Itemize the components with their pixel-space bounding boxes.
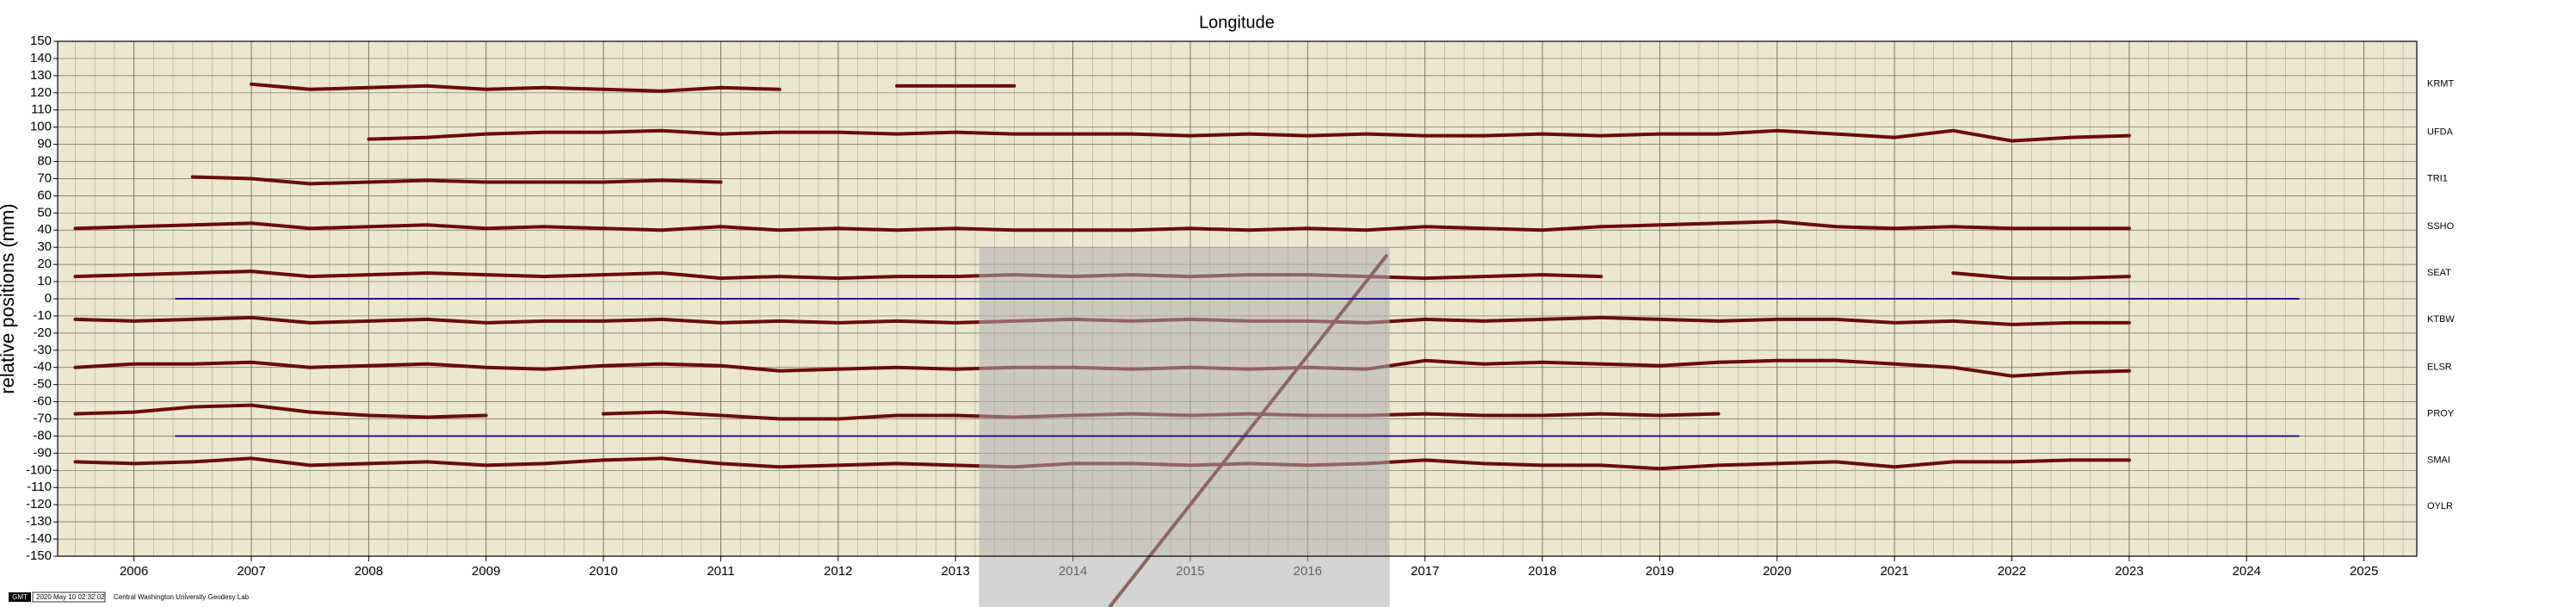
y-tick-label: 70 <box>37 170 52 185</box>
footer-credit: Central Washington University Geodesy La… <box>114 593 250 601</box>
y-tick-label: -80 <box>33 428 52 443</box>
shaded-region <box>979 247 1390 607</box>
y-tick-label: -140 <box>26 531 52 546</box>
x-tick-label: 2017 <box>1411 564 1439 579</box>
station-label: ELSR <box>2427 362 2452 373</box>
y-tick-label: 150 <box>30 34 52 48</box>
station-label: SEAT <box>2427 268 2451 278</box>
x-tick-label: 2008 <box>355 564 383 579</box>
x-tick-label: 2022 <box>1998 564 2026 579</box>
y-tick-label: 90 <box>37 137 52 152</box>
plot-frame <box>57 40 2418 557</box>
station-label: SMAI <box>2427 455 2450 465</box>
y-tick-label: 110 <box>31 102 52 117</box>
station-label: PROY <box>2427 408 2455 418</box>
x-tick-label: 2010 <box>589 564 617 579</box>
y-tick-label: -110 <box>27 480 52 494</box>
x-tick-label: 2007 <box>237 564 265 579</box>
y-tick-label: -130 <box>26 514 52 529</box>
x-tick-label: 2012 <box>824 564 852 579</box>
y-tick-label: -60 <box>33 394 52 409</box>
y-tick-label: 40 <box>37 222 52 237</box>
chart-title: Longitude <box>1199 13 1275 32</box>
y-axis-label: relative positions (mm) <box>0 203 18 393</box>
x-tick-label: 2024 <box>2233 564 2261 579</box>
y-tick-label: 20 <box>37 257 52 271</box>
x-tick-label: 2011 <box>707 564 734 579</box>
x-tick-label: 2018 <box>1528 564 1556 579</box>
x-tick-label: 2013 <box>942 564 970 579</box>
y-tick-label: 100 <box>30 120 52 134</box>
y-tick-label: 120 <box>30 85 52 100</box>
y-tick-label: 80 <box>37 154 52 169</box>
series-line <box>367 128 2131 143</box>
y-tick-label: -30 <box>33 343 52 357</box>
footer-timestamp: 2020 May 10 02:32:02 <box>36 593 105 601</box>
y-tick-label: 0 <box>45 291 52 306</box>
station-label: KRMT <box>2427 79 2454 90</box>
y-tick-label: -10 <box>33 308 52 323</box>
x-tick-label: 2006 <box>120 564 148 579</box>
x-tick-label: 2019 <box>1646 564 1674 579</box>
footer-time-box <box>32 592 106 603</box>
station-label: SSHO <box>2427 221 2455 232</box>
footer-badge: GMT <box>12 593 28 601</box>
footer-badge-box <box>9 592 31 602</box>
station-label: UFDA <box>2427 127 2454 138</box>
y-tick-label: -20 <box>33 325 52 340</box>
y-tick-label: -120 <box>26 497 52 511</box>
x-tick-label: 2021 <box>1880 564 1908 579</box>
y-tick-label: -90 <box>33 445 52 460</box>
x-tick-label: 2023 <box>2115 564 2143 579</box>
y-tick-label: -50 <box>33 377 52 392</box>
y-tick-label: -100 <box>26 462 52 477</box>
series-line <box>190 175 723 186</box>
series-line <box>250 82 1016 93</box>
y-tick-label: -70 <box>33 412 52 426</box>
y-tick-label: 50 <box>37 205 52 220</box>
station-label: TRI1 <box>2427 173 2448 183</box>
y-tick-label: 140 <box>30 51 52 65</box>
x-tick-label: 2009 <box>472 564 500 579</box>
series-line <box>73 220 2131 232</box>
station-label: OYLR <box>2427 501 2453 511</box>
station-label: KTBW <box>2427 314 2455 325</box>
y-tick-label: 30 <box>37 239 52 254</box>
y-tick-label: -150 <box>26 548 52 563</box>
x-tick-label: 2025 <box>2350 564 2378 579</box>
y-tick-label: 130 <box>30 68 52 83</box>
y-tick-label: -40 <box>33 360 52 375</box>
y-tick-label: 10 <box>37 274 52 288</box>
x-tick-label: 2020 <box>1763 564 1791 579</box>
y-tick-label: 60 <box>37 188 52 202</box>
